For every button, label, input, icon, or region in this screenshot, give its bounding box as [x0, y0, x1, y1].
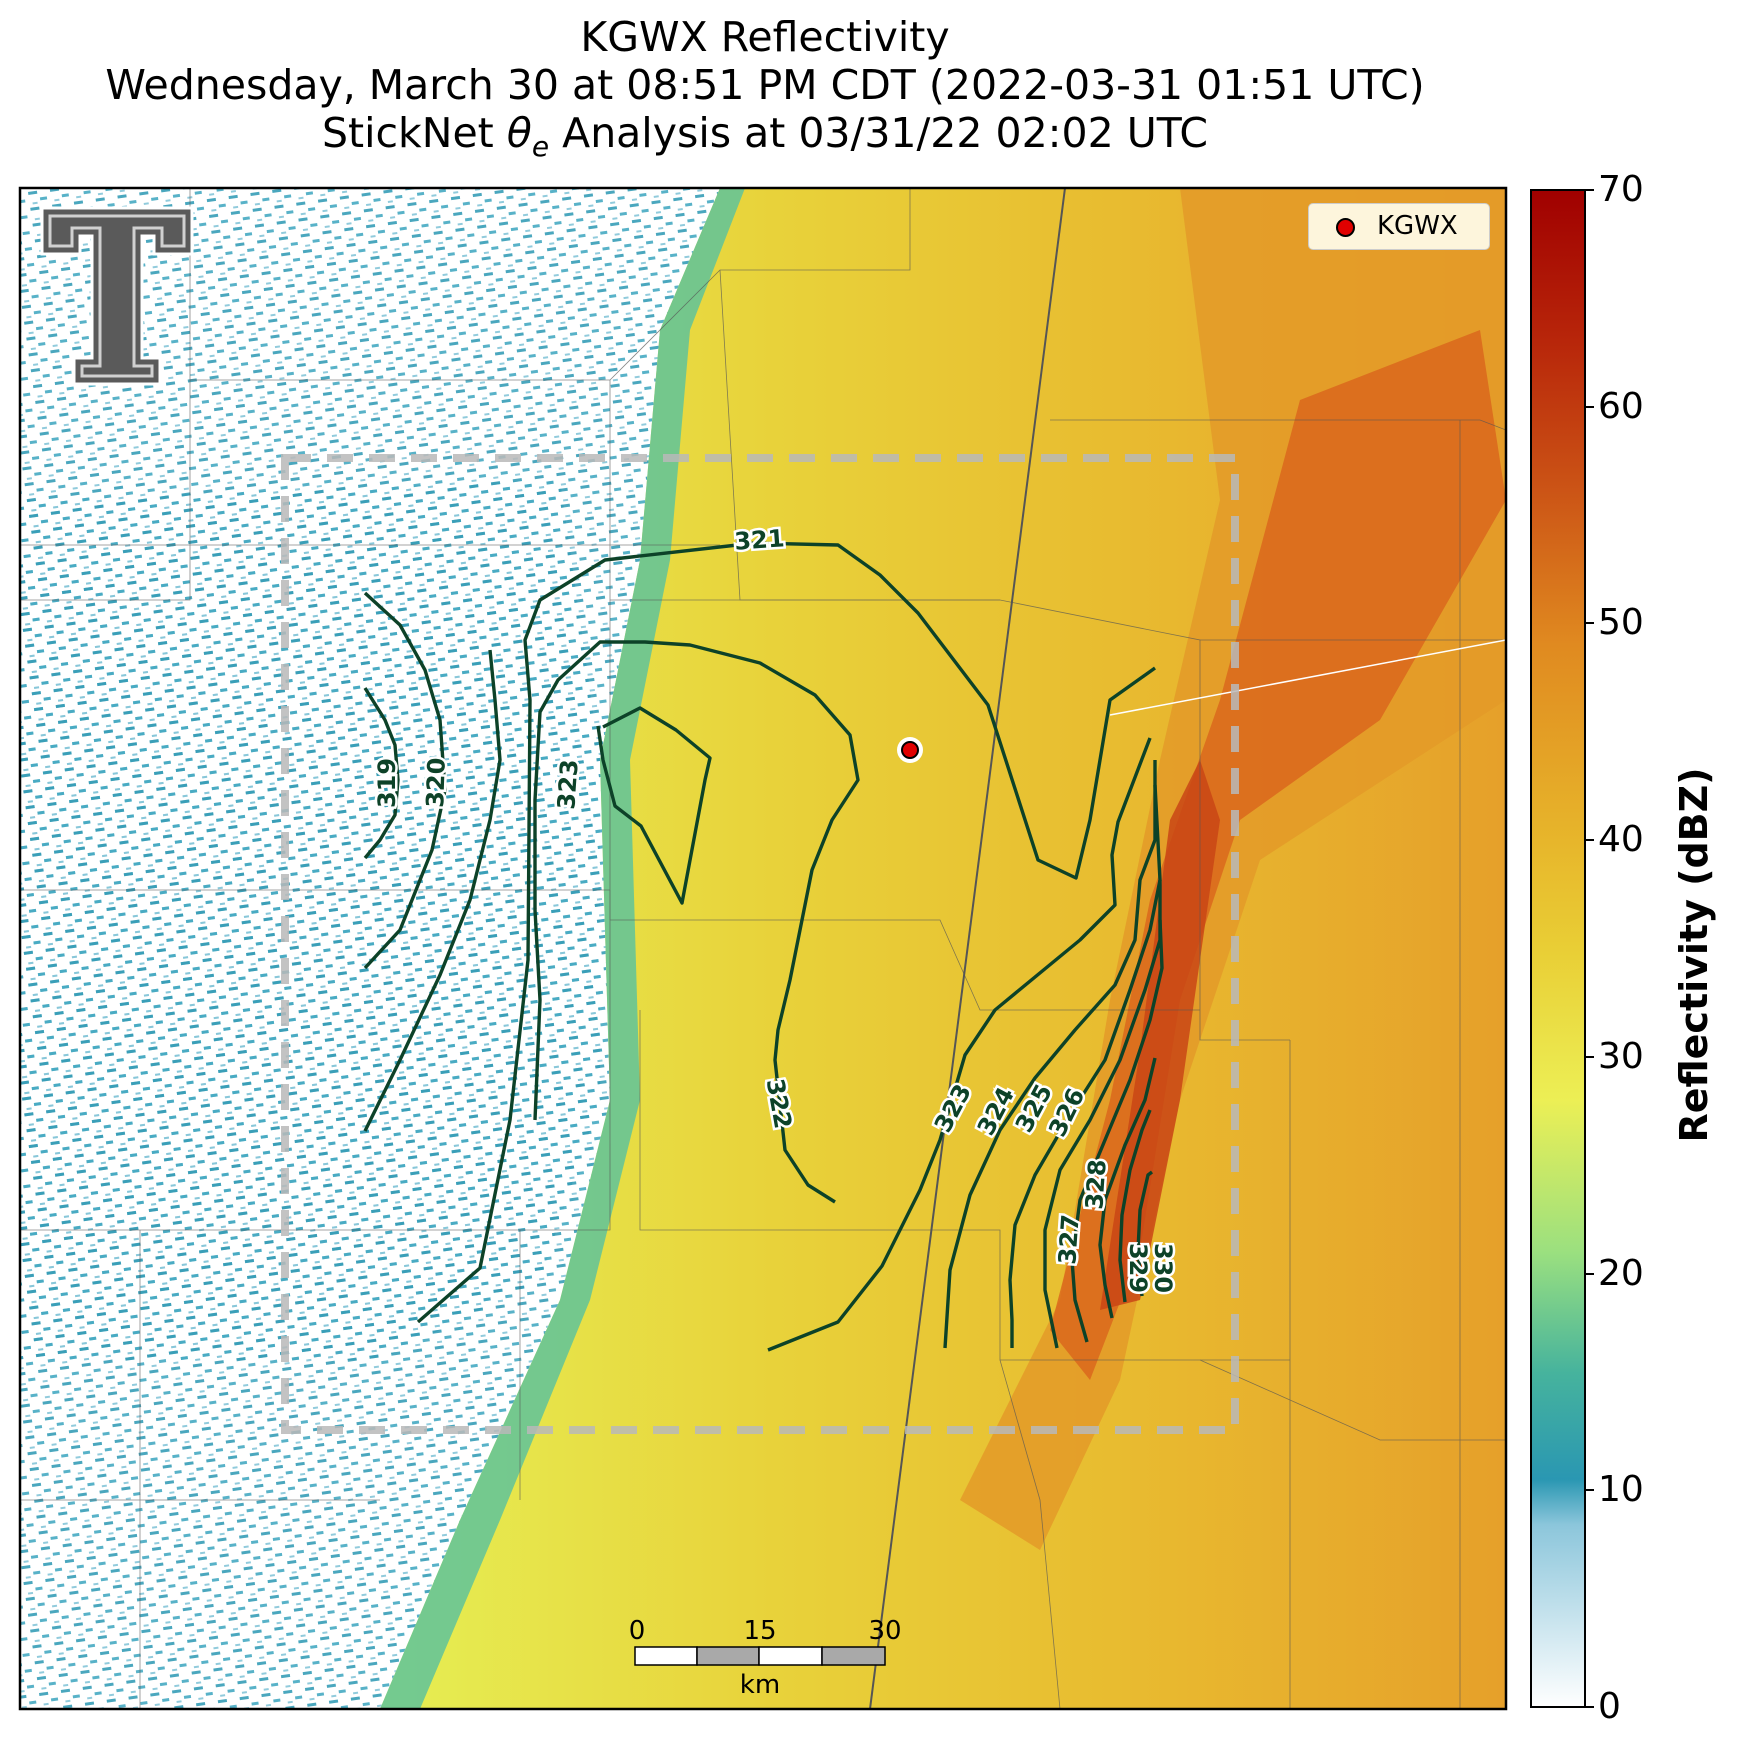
contour-322 — [533, 640, 860, 1204]
contour-label: 330 — [1149, 1243, 1177, 1293]
contour-323-west — [596, 706, 712, 905]
contour-320-south — [363, 649, 502, 1132]
theta-symbol: θ — [506, 109, 532, 157]
plot-frame — [18, 186, 1508, 1711]
title-analysis-suffix: Analysis at 03/31/22 02:02 UTC — [549, 109, 1208, 157]
contour-319 — [363, 687, 400, 860]
scale-bar — [634, 1646, 886, 1666]
colorbar — [1530, 189, 1586, 1708]
contour-330 — [1136, 1170, 1154, 1297]
colorbar-tick-label: 10 — [1598, 1469, 1644, 1510]
contour-label: 329 — [1124, 1243, 1152, 1293]
scale-tick-label: 0 — [628, 1616, 646, 1646]
contour-324 — [943, 760, 1157, 1349]
state-border — [869, 188, 1066, 1709]
map-legend: KGWX — [1308, 203, 1490, 250]
contour-326 — [1043, 880, 1162, 1349]
contour-329 — [1118, 1109, 1152, 1303]
colorbar-tick-label: 40 — [1598, 819, 1644, 860]
theta-subscript: e — [531, 130, 550, 164]
legend-label: KGWX — [1377, 211, 1458, 241]
analysis-domain-box — [281, 454, 1239, 1434]
title-analysis-prefix: StickNet — [322, 109, 507, 157]
theta-e-contours — [363, 541, 1164, 1352]
scale-unit: km — [739, 1670, 781, 1700]
colorbar-tick-label: 60 — [1598, 386, 1644, 427]
contour-323-east — [767, 737, 1152, 1352]
scale-tick-label: 30 — [868, 1616, 902, 1646]
colorbar-title: Reflectivity (dBZ) — [1672, 767, 1716, 1143]
contour-321 — [416, 541, 1156, 1324]
contour-label: 320 — [421, 757, 451, 808]
colorbar-ticks — [1585, 189, 1594, 1708]
contour-327 — [1070, 919, 1164, 1343]
scale-tick-label: 15 — [743, 1616, 777, 1646]
title-radar: KGWX Reflectivity — [580, 13, 950, 61]
contour-label: 327 — [1053, 1213, 1084, 1265]
radar-echo-field — [20, 188, 1506, 1709]
colorbar-tick-label: 30 — [1598, 1036, 1644, 1077]
colorbar-tick-label: 50 — [1598, 602, 1644, 643]
colorbar-tick-label: 0 — [1598, 1686, 1621, 1727]
title-analysis: StickNet θe Analysis at 03/31/22 02:02 U… — [0, 110, 1530, 170]
kgwx-radar-marker — [901, 741, 919, 759]
colorbar-tick-label: 20 — [1598, 1253, 1644, 1294]
contour-320 — [363, 591, 447, 970]
title-datetime: Wednesday, March 30 at 08:51 PM CDT (202… — [105, 61, 1425, 109]
county-borders — [20, 188, 1506, 1709]
university-logo — [40, 206, 194, 386]
legend-marker-icon — [1336, 218, 1355, 237]
colorbar-tick-label: 70 — [1598, 169, 1644, 210]
contour-label: 323 — [552, 758, 583, 810]
contour-label: 328 — [1080, 1158, 1111, 1210]
contour-325 — [1008, 784, 1162, 1348]
contour-label: 319 — [373, 758, 401, 808]
contour-label: 321 — [733, 524, 785, 555]
contour-328 — [1098, 1057, 1157, 1319]
